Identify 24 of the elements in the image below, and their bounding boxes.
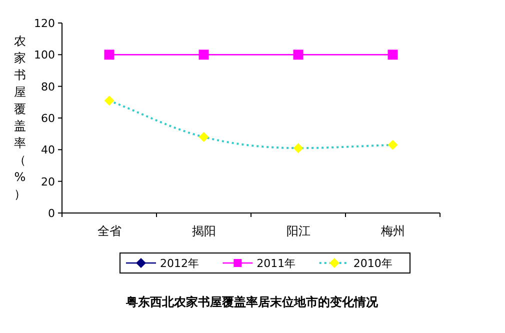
x-tick-label: 阳江: [286, 224, 310, 238]
x-tick-label: 梅州: [380, 224, 405, 238]
legend-label: 2012年: [160, 257, 199, 270]
y-tick-label: 120: [34, 17, 55, 30]
y-tick-label: 40: [41, 144, 55, 157]
text: 粤东西北农家书屋覆盖率居末位地市的变化情况: [125, 295, 379, 309]
point: [388, 50, 398, 60]
y-tick-label: 20: [41, 175, 55, 188]
point: [198, 132, 209, 142]
point: [293, 50, 304, 60]
y-tick-label: 0: [48, 207, 55, 220]
x-tick-label: 全省: [97, 224, 122, 238]
y-tick-label: 100: [34, 48, 55, 62]
point: [388, 140, 398, 150]
y-tick-label: 80: [41, 80, 55, 94]
x-tick-label: 揭阳: [192, 224, 216, 238]
legend-label: 2011年: [256, 257, 296, 270]
point: [104, 50, 114, 60]
point: [293, 143, 304, 154]
y-tick-label: 60: [41, 112, 55, 125]
legend-label: 2010年: [353, 257, 392, 270]
point: [104, 96, 114, 106]
text: 农家书屋覆盖率（%）: [14, 34, 26, 201]
point: [198, 50, 209, 60]
